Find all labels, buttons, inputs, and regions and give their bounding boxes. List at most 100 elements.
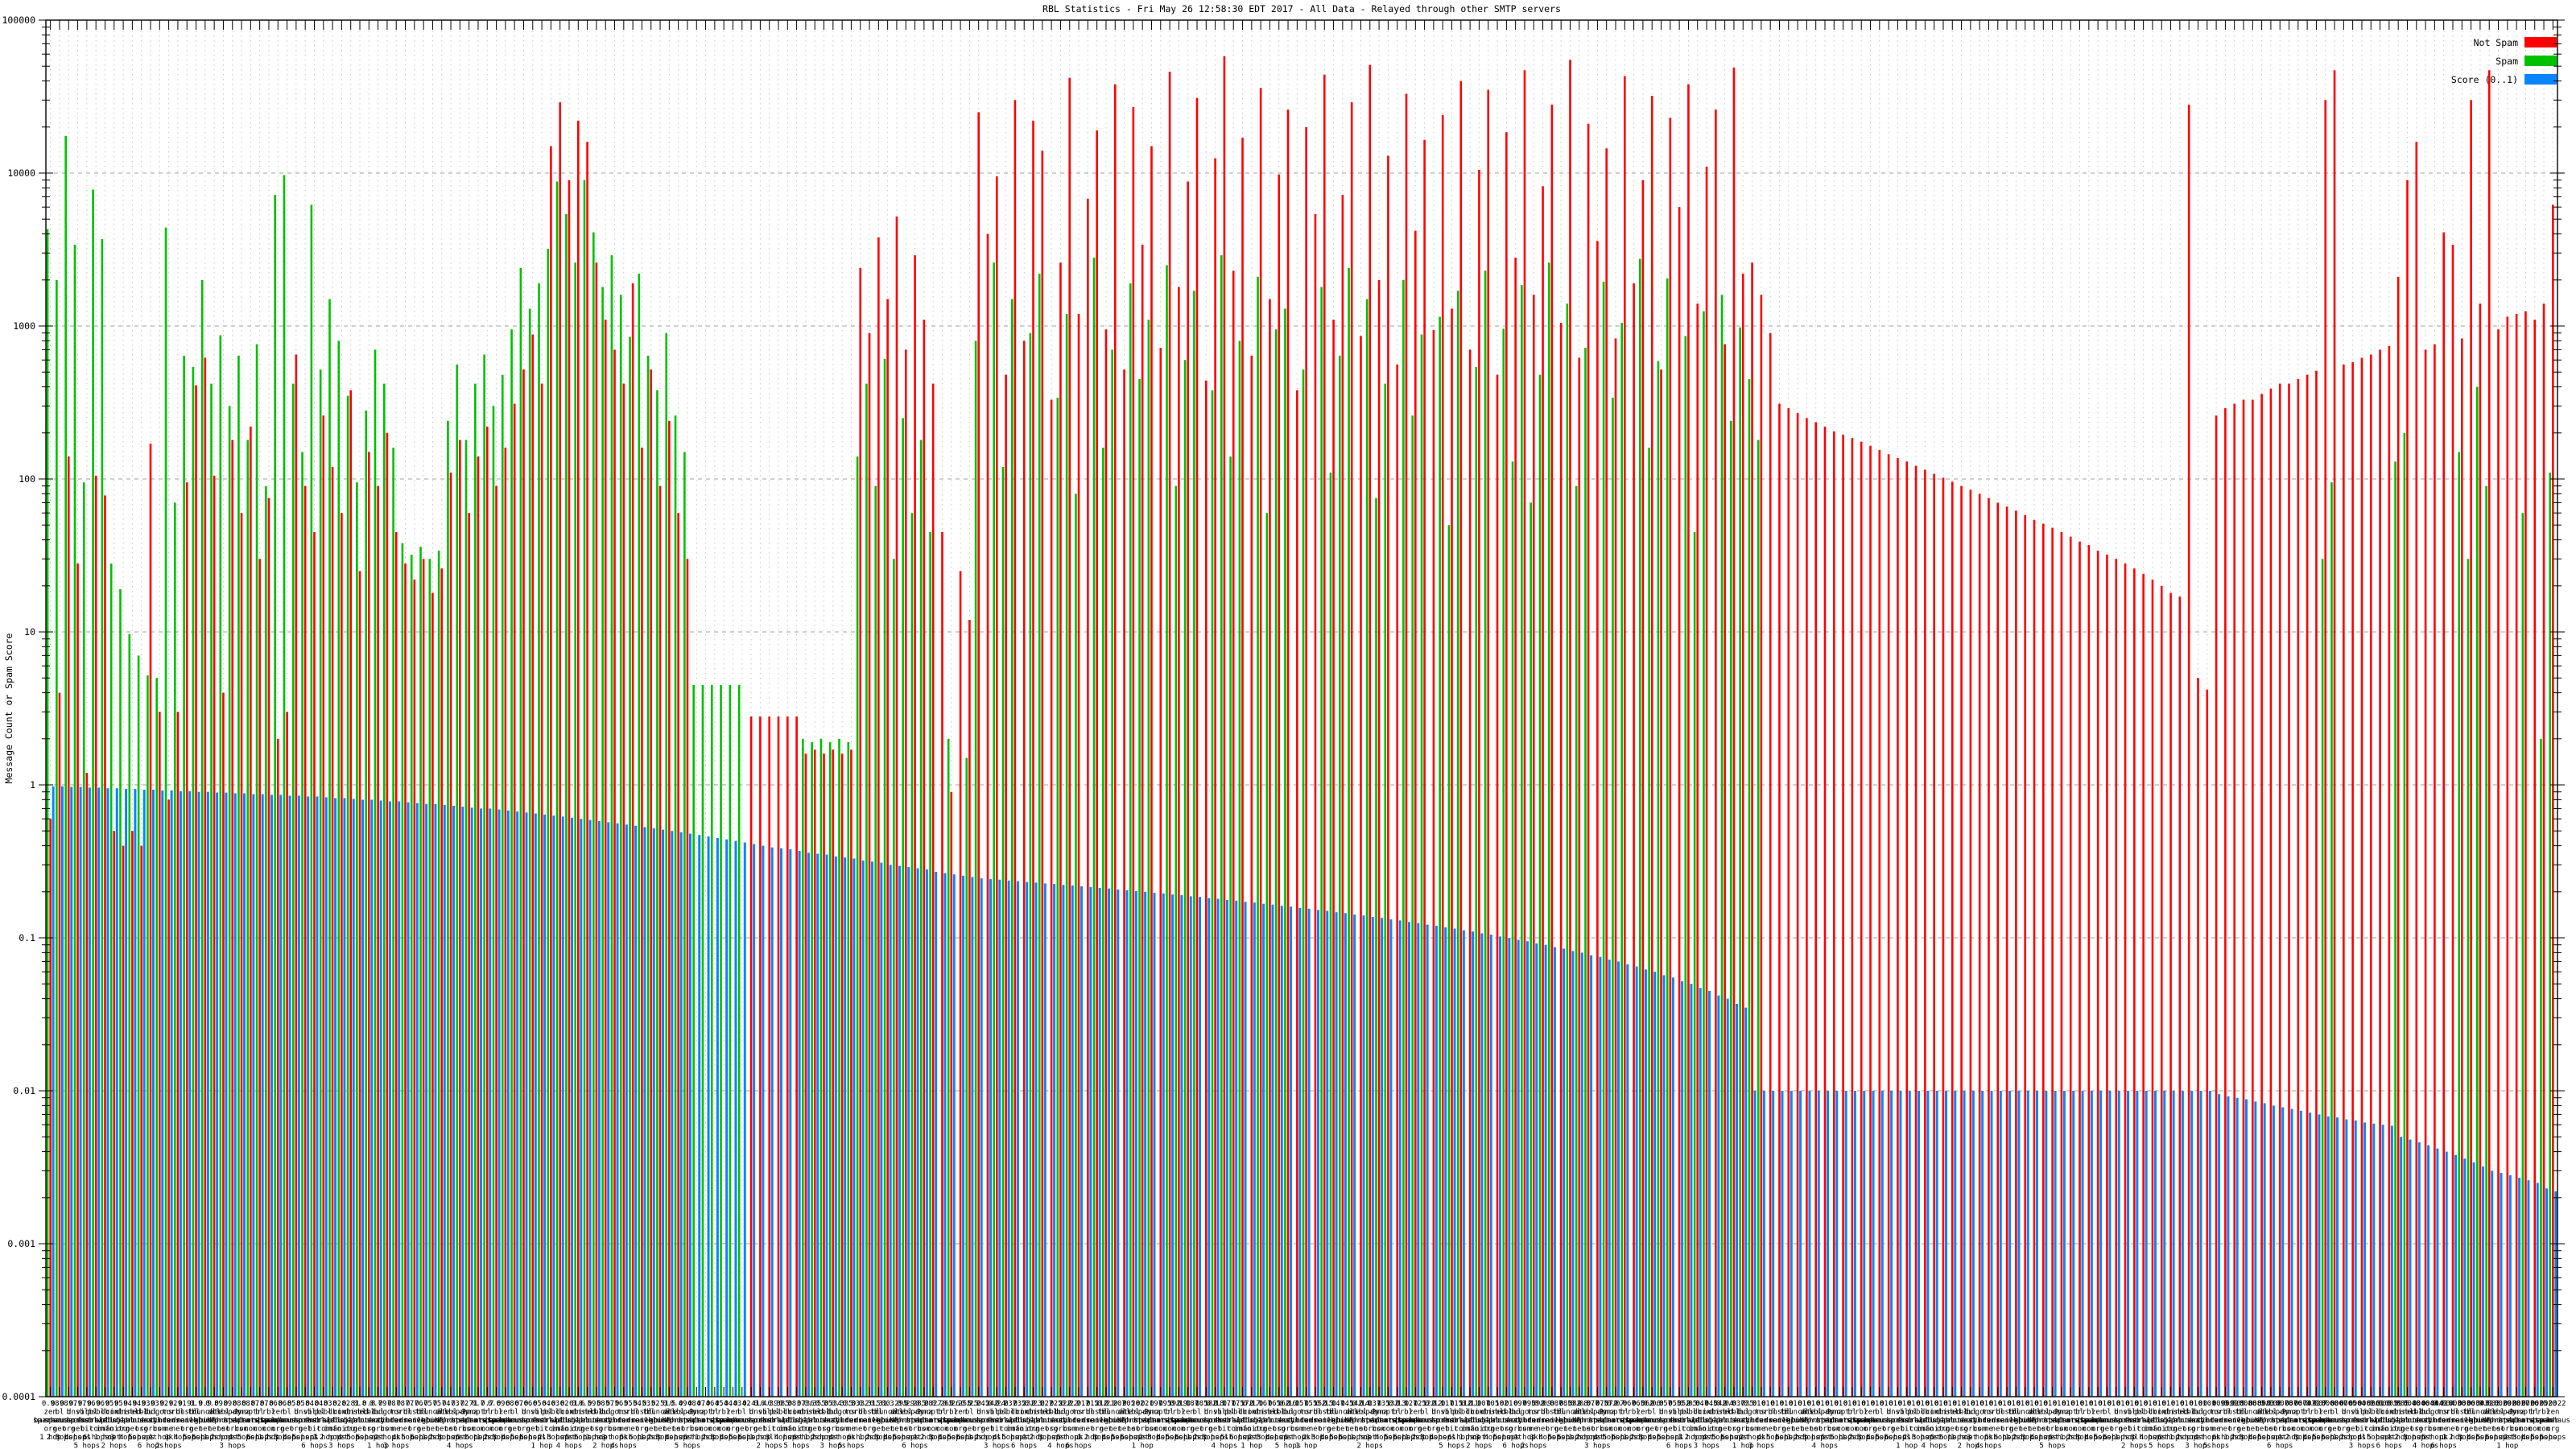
bar-not-spam bbox=[349, 390, 352, 1397]
bar-spam bbox=[1075, 493, 1077, 1397]
bar-not-spam bbox=[2115, 559, 2118, 1397]
bar-not-spam bbox=[1860, 441, 1863, 1397]
x-tick-label: 0.01 dnsbl dronebl org 5 hops bbox=[1765, 1400, 1795, 1442]
bar-score bbox=[1371, 917, 1374, 1397]
bar-score bbox=[2008, 1091, 2012, 1397]
bar-spam bbox=[1475, 366, 1478, 1397]
bar-not-spam bbox=[2369, 354, 2372, 1397]
x-tick-label: 0.01 dul dnsbl sorbs net 2 hops bbox=[1958, 1400, 1984, 1449]
bar-score bbox=[1608, 960, 1611, 1397]
bar-spam bbox=[1211, 390, 1214, 1397]
bar-score bbox=[1071, 885, 1074, 1397]
x-tick-label: 0.35 cbl abuseat org 2 hops bbox=[809, 1400, 840, 1442]
bar-score bbox=[1880, 1091, 1884, 1397]
bar-not-spam bbox=[1468, 349, 1472, 1397]
bar-not-spam bbox=[904, 349, 907, 1397]
x-tick-label: 0.95 db wpbl info 1 hop bbox=[94, 1400, 116, 1442]
bar-score bbox=[1134, 891, 1137, 1397]
legend-swatch-score bbox=[2524, 74, 2557, 85]
bar-not-spam bbox=[832, 749, 835, 1397]
x-tick-label: 0.057 b barracudacentral org 4 hops bbox=[1626, 1400, 1696, 1442]
bar-not-spam bbox=[1113, 84, 1117, 1397]
bar-not-spam bbox=[1104, 329, 1108, 1397]
x-tick-label: 0.0072 bl nordspam com 3 hops bbox=[2289, 1400, 2324, 1442]
bar-not-spam bbox=[2005, 506, 2008, 1397]
bar-not-spam bbox=[959, 571, 962, 1397]
bar-score bbox=[2409, 1139, 2412, 1397]
bar-score bbox=[943, 873, 947, 1397]
bar-score bbox=[2017, 1091, 2021, 1397]
bar-not-spam bbox=[1715, 109, 1717, 1397]
bar-score bbox=[1827, 1091, 1829, 1397]
bar-not-spam bbox=[2260, 394, 2263, 1397]
bar-spam bbox=[929, 531, 931, 1397]
bar-spam bbox=[874, 485, 877, 1397]
x-tick-label: 0.94 dnsbl-1 uceprotect net 4 hops bbox=[110, 1400, 154, 1442]
bar-score bbox=[1262, 903, 1265, 1397]
bar-score bbox=[1908, 1091, 1911, 1397]
bar-not-spam bbox=[386, 432, 389, 1397]
bar-not-spam bbox=[996, 176, 998, 1397]
bar-score bbox=[70, 786, 73, 1397]
bar-score bbox=[1026, 881, 1029, 1397]
bar-not-spam bbox=[1851, 438, 1854, 1397]
x-tick-label: 0.55 tor dan me uk 4 hops bbox=[611, 1400, 638, 1449]
x-tick-label: 0.0068 zen spamhaus org 5 hops bbox=[2308, 1400, 2343, 1442]
bar-score bbox=[588, 819, 592, 1397]
bar-score bbox=[2218, 1094, 2221, 1397]
x-tick-label: 0.185 bl spamcop net 1 hop bbox=[1182, 1400, 1212, 1442]
bar-not-spam bbox=[440, 568, 444, 1397]
x-tick-label: 0.05 psbl surriel com 1 hop bbox=[1673, 1400, 1703, 1442]
bar-not-spam bbox=[522, 369, 525, 1397]
bar-score bbox=[1290, 906, 1293, 1397]
bar-score bbox=[2045, 1091, 2048, 1397]
bar-not-spam bbox=[1178, 287, 1180, 1397]
bar-not-spam bbox=[1996, 502, 2000, 1397]
bar-score bbox=[407, 802, 410, 1397]
bar-spam bbox=[2549, 473, 2552, 1397]
bar-spam bbox=[1484, 270, 1487, 1397]
bar-not-spam bbox=[2424, 349, 2427, 1397]
x-tick-label: 0.062 zen spamhaus org 2 hops bbox=[1625, 1400, 1660, 1442]
bar-not-spam bbox=[422, 559, 425, 1397]
bar-not-spam bbox=[2388, 345, 2391, 1397]
bar-spam bbox=[583, 180, 586, 1397]
bar-not-spam bbox=[303, 485, 307, 1397]
x-tick-label: 0.18 dnsbl sorbs net 3 hops bbox=[1202, 1400, 1228, 1442]
bar-not-spam bbox=[1614, 338, 1617, 1397]
bar-not-spam bbox=[859, 267, 862, 1397]
bar-spam bbox=[1575, 485, 1578, 1397]
bar-not-spam bbox=[1523, 70, 1526, 1397]
x-tick-label: 0.11 db wpbl info 1 hop bbox=[1459, 1400, 1481, 1442]
bar-score bbox=[698, 835, 701, 1397]
bar-score bbox=[770, 847, 774, 1397]
x-tick-label: 0.01 ix dnsbl manitu net 4 hops bbox=[1921, 1400, 1947, 1449]
bar-not-spam bbox=[1341, 195, 1344, 1397]
x-tick-label: 0.98 bl spamcop net 2 hops bbox=[44, 1400, 75, 1442]
bar-not-spam bbox=[1096, 130, 1098, 1397]
bar-spam bbox=[2403, 432, 2406, 1397]
bar-spam bbox=[1284, 308, 1286, 1397]
bar-score bbox=[1453, 928, 1456, 1397]
bar-score bbox=[2299, 1110, 2302, 1397]
bar-score bbox=[725, 839, 729, 1397]
bar-score bbox=[1316, 910, 1319, 1397]
x-tick-label: 0.182 b barracudacentral org 2 hops bbox=[1171, 1400, 1241, 1442]
bar-score bbox=[1690, 984, 1693, 1397]
bar-not-spam bbox=[1005, 374, 1007, 1397]
x-tick-label: 0.81 combined njabl org 4 hops bbox=[333, 1400, 368, 1442]
bar-score bbox=[2390, 1125, 2393, 1397]
x-tick-label: 0.01 rbl interserver net 4 hops bbox=[1746, 1400, 1794, 1442]
bar-spam bbox=[1666, 278, 1669, 1397]
bar-score bbox=[2254, 1101, 2257, 1397]
bar-not-spam bbox=[2096, 551, 2099, 1397]
bar-score bbox=[2235, 1097, 2239, 1397]
bar-score bbox=[2136, 1091, 2139, 1397]
x-tick-label: 0.46 noptr spamrats com 1 hop bbox=[688, 1400, 723, 1442]
bar-score bbox=[1890, 1091, 1893, 1397]
bar-spam bbox=[2485, 485, 2487, 1397]
bar-spam bbox=[1365, 299, 1368, 1397]
bar-not-spam bbox=[823, 753, 825, 1397]
bar-score bbox=[2026, 1091, 2029, 1397]
x-tick-label: 0.0026 noptr spamrats com 3 hops bbox=[2508, 1400, 2543, 1442]
